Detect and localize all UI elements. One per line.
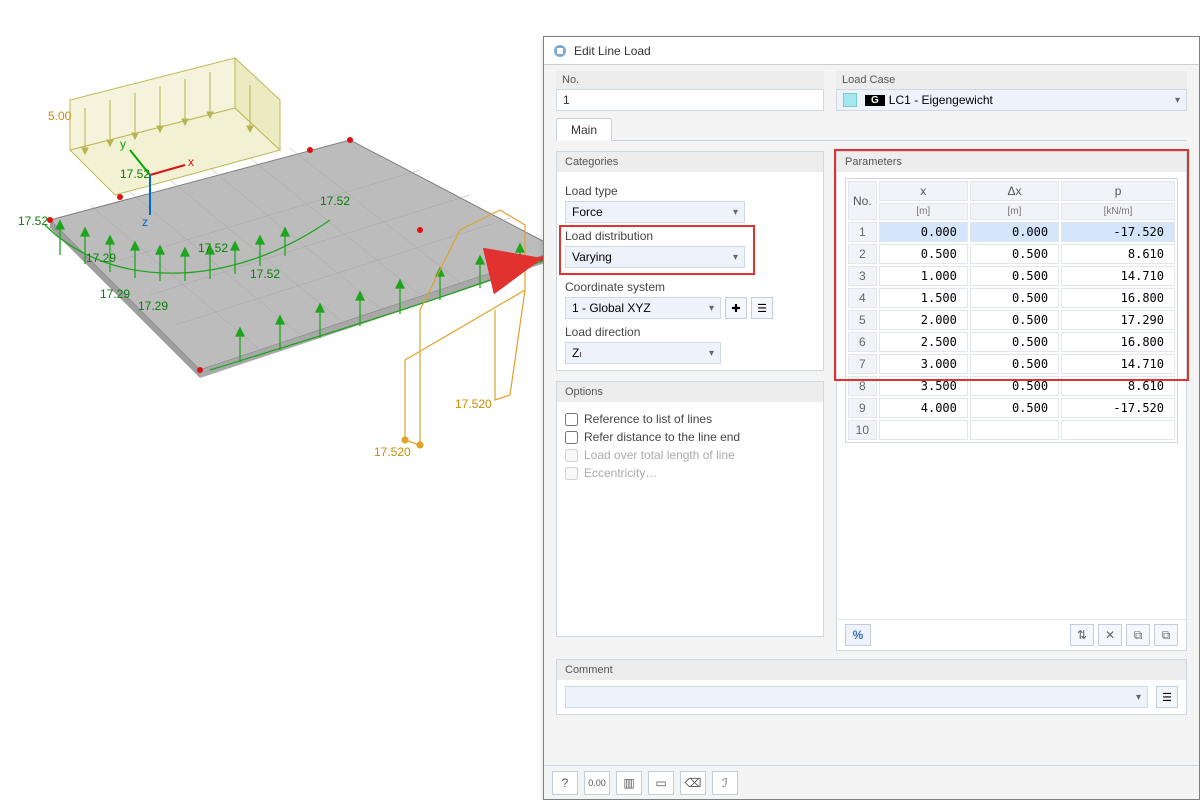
app-icon	[552, 43, 568, 59]
col-dx: Δx	[970, 181, 1059, 201]
sketch-label: 17.52	[198, 241, 228, 255]
chevron-down-icon: ▾	[709, 348, 714, 359]
sketch-label: 17.29	[86, 251, 116, 265]
sketch-label: 17.520	[374, 445, 411, 459]
sort-button[interactable]: ⇅	[1070, 624, 1094, 646]
options-title: Options	[557, 382, 823, 402]
opt-ref-lineend[interactable]: Refer distance to the line end	[565, 430, 815, 444]
loaddist-select[interactable]: Varying▾	[565, 246, 745, 268]
no-label: No.	[556, 71, 824, 89]
view-button[interactable]: ▥	[616, 771, 642, 795]
coordsys-pick-button[interactable]: ☰	[751, 297, 773, 319]
chevron-down-icon: ▾	[733, 207, 738, 218]
edit-line-load-dialog: Edit Line Load No. 1 Load Case G LC1 - E…	[543, 36, 1200, 800]
export-button[interactable]: ⧉	[1154, 624, 1178, 646]
table-row[interactable]: 20.5000.5008.610	[848, 244, 1175, 264]
categories-panel: Categories Load type Force▾ Load distrib…	[556, 151, 824, 371]
sketch-label: 17.52	[18, 214, 48, 228]
loaddist-label: Load distribution	[565, 229, 815, 243]
script-button[interactable]: ℐ	[712, 771, 738, 795]
categories-title: Categories	[557, 152, 823, 172]
svg-text:z: z	[142, 215, 148, 229]
loadcase-badge: G	[865, 95, 885, 106]
coordsys-new-button[interactable]: ✚	[725, 297, 747, 319]
svg-text:x: x	[188, 155, 194, 169]
sketch-label: 5.00	[48, 109, 72, 123]
opt-ref-lines[interactable]: Reference to list of lines	[565, 412, 815, 426]
parameters-title: Parameters	[837, 152, 1186, 172]
svg-text:y: y	[120, 137, 126, 151]
parameters-panel: Parameters No. x Δx p [m]	[836, 151, 1187, 651]
loadcase-dropdown[interactable]: G LC1 - Eigengewicht ▾	[836, 89, 1187, 111]
loaddir-select[interactable]: Zₗ▾	[565, 342, 721, 364]
table-row[interactable]: 73.0000.50014.710	[848, 354, 1175, 374]
col-no: No.	[848, 181, 877, 220]
bottom-toolbar: ? 0.00 ▥ ▭ ⌫ ℐ	[544, 765, 1199, 799]
col-x-unit: [m]	[879, 203, 968, 220]
col-p-unit: [kN/m]	[1061, 203, 1175, 220]
sketch-label: 17.52	[250, 267, 280, 281]
comment-panel: Comment ▾ ☰	[556, 659, 1187, 715]
chevron-down-icon: ▾	[709, 303, 714, 314]
sketch-label: 17.520	[455, 397, 492, 411]
table-row[interactable]: 52.0000.50017.290	[848, 310, 1175, 330]
loadcase-swatch-icon	[843, 93, 857, 107]
table-row[interactable]: 31.0000.50014.710	[848, 266, 1175, 286]
chevron-down-icon: ▾	[733, 252, 738, 263]
units-button[interactable]: 0.00	[584, 771, 610, 795]
no-field[interactable]: 1	[556, 89, 824, 111]
coordsys-select[interactable]: 1 - Global XYZ▾	[565, 297, 721, 319]
table-row[interactable]: 94.0000.500-17.520	[848, 398, 1175, 418]
sketch-label: 17.29	[100, 287, 130, 301]
col-dx-unit: [m]	[970, 203, 1059, 220]
opt-load-total: Load over total length of line	[565, 448, 815, 462]
loaddir-label: Load direction	[565, 325, 815, 339]
help-button[interactable]: ?	[552, 771, 578, 795]
chevron-down-icon: ▾	[1136, 692, 1141, 703]
tabs: Main	[556, 117, 1187, 141]
clear-button[interactable]: ⌫	[680, 771, 706, 795]
table-row[interactable]: 10	[848, 420, 1175, 440]
table-row[interactable]: 62.5000.50016.800	[848, 332, 1175, 352]
tab-main[interactable]: Main	[556, 118, 612, 141]
comment-field[interactable]: ▾	[565, 686, 1148, 708]
options-panel: Options Reference to list of lines Refer…	[556, 381, 824, 637]
coordsys-label: Coordinate system	[565, 280, 815, 294]
comment-title: Comment	[557, 660, 1186, 680]
table-row[interactable]: 10.0000.000-17.520	[848, 222, 1175, 242]
percent-button[interactable]: %	[845, 624, 871, 646]
titlebar[interactable]: Edit Line Load	[544, 37, 1199, 65]
table-row[interactable]: 41.5000.50016.800	[848, 288, 1175, 308]
col-x: x	[879, 181, 968, 201]
table-row[interactable]: 83.5000.5008.610	[848, 376, 1175, 396]
loadtype-label: Load type	[565, 184, 815, 198]
model-viewport: x y z	[0, 0, 560, 500]
import-button[interactable]: ⧉	[1126, 624, 1150, 646]
sketch-label: 17.52	[120, 167, 150, 181]
sketch-label: 17.52	[320, 194, 350, 208]
dialog-title: Edit Line Load	[574, 44, 651, 58]
sketch-label: 17.29	[138, 299, 168, 313]
col-p: p	[1061, 181, 1175, 201]
comment-pick-button[interactable]: ☰	[1156, 686, 1178, 708]
display-button[interactable]: ▭	[648, 771, 674, 795]
loadtype-select[interactable]: Force▾	[565, 201, 745, 223]
delete-row-button[interactable]: ✕	[1098, 624, 1122, 646]
loadcase-label: Load Case	[836, 71, 1187, 89]
parameters-table[interactable]: No. x Δx p [m] [m] [kN/m] 10.0000.	[845, 178, 1178, 443]
chevron-down-icon: ▾	[1175, 95, 1180, 106]
loadcase-value: LC1 - Eigengewicht	[889, 93, 993, 107]
opt-eccentricity: Eccentricity…	[565, 466, 815, 480]
